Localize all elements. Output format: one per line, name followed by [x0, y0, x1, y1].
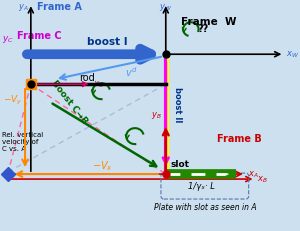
Text: slot: slot	[171, 159, 190, 168]
Text: $x_C$: $x_C$	[94, 80, 105, 90]
Text: Frame A: Frame A	[37, 2, 82, 12]
Text: $-V_x$: $-V_x$	[92, 158, 112, 172]
Text: Rel. vertical
velocity of
C vs. A: Rel. vertical velocity of C vs. A	[2, 132, 43, 152]
Text: $y_C$: $y_C$	[2, 33, 14, 45]
Text: $y_W$: $y_W$	[159, 2, 172, 13]
Text: $y_B$: $y_B$	[151, 110, 162, 121]
Text: $v^d$: $v^d$	[125, 65, 138, 79]
Text: Frame B: Frame B	[217, 134, 262, 143]
Text: Plate with slot as seen in A: Plate with slot as seen in A	[154, 202, 257, 211]
Text: $y_A$: $y_A$	[18, 2, 29, 13]
Text: ??: ??	[198, 24, 209, 34]
Text: boost I: boost I	[87, 37, 128, 47]
Text: 1/γₓ· L: 1/γₓ· L	[188, 181, 214, 190]
Text: Boost C→B: Boost C→B	[50, 79, 89, 126]
Text: $x_W$: $x_W$	[286, 50, 299, 60]
Text: Frame  W: Frame W	[181, 17, 237, 27]
Text: $x_A$: $x_A$	[248, 169, 259, 179]
Text: boost II: boost II	[173, 87, 182, 122]
Text: Frame C: Frame C	[17, 31, 62, 41]
Text: $x_B$: $x_B$	[257, 174, 268, 185]
Text: $-V_y$: $-V_y$	[3, 93, 22, 106]
Text: rod: rod	[79, 73, 94, 83]
